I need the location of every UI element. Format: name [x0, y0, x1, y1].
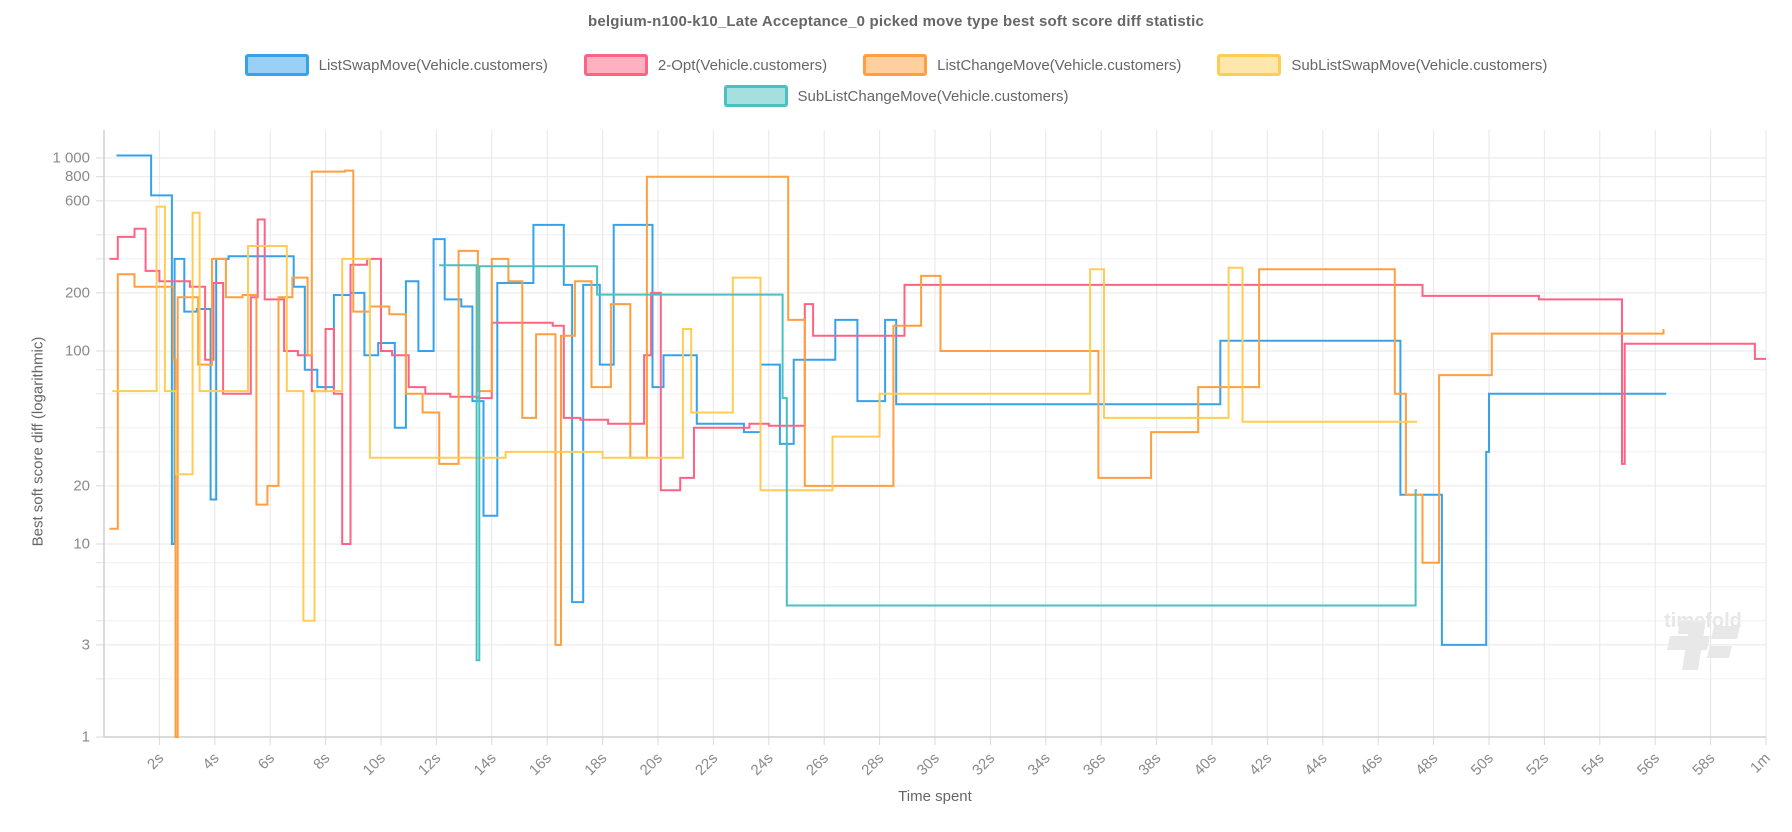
- x-tick-label: 38s: [1135, 750, 1164, 779]
- series-line-listchangemove[interactable]: [109, 169, 1665, 738]
- x-tick-label: 6s: [255, 750, 278, 773]
- x-tick-label: 12s: [415, 750, 444, 779]
- legend-swatch-icon: [244, 54, 309, 76]
- x-axis-title: Time spent: [898, 788, 972, 805]
- x-tick-label: 14s: [471, 750, 500, 779]
- x-tick-label: 56s: [1634, 750, 1663, 779]
- legend-swatch-icon: [583, 54, 648, 76]
- x-tick-label: 4s: [199, 750, 222, 773]
- legend-item-listswapmove[interactable]: ListSwapMove(Vehicle.customers): [244, 54, 548, 76]
- x-tick-label: 8s: [310, 750, 333, 773]
- legend-item-listchangemove[interactable]: ListChangeMove(Vehicle.customers): [863, 54, 1181, 76]
- x-tick-label: 16s: [526, 750, 555, 779]
- series-line-listswapmove[interactable]: [116, 154, 1667, 646]
- legend-label: ListChangeMove(Vehicle.customers): [937, 56, 1182, 74]
- legend-swatch-icon: [723, 85, 788, 107]
- x-tick-label: 52s: [1523, 750, 1552, 779]
- series-line-sublistswapmove[interactable]: [112, 205, 1417, 622]
- y-tick-label: 3: [82, 636, 90, 653]
- legend-item-sublistswapmove[interactable]: SubListSwapMove(Vehicle.customers): [1217, 54, 1547, 76]
- legend-label: SubListSwapMove(Vehicle.customers): [1291, 56, 1548, 74]
- timefold-watermark: timefold: [1648, 608, 1758, 670]
- x-tick-label: 1m: [1747, 750, 1774, 777]
- x-tick-label: 2s: [144, 750, 167, 773]
- x-tick-label: 36s: [1080, 750, 1109, 779]
- x-tick-label: 46s: [1357, 750, 1386, 779]
- y-tick-label: 10: [73, 536, 90, 553]
- x-tick-label: 30s: [914, 750, 943, 779]
- x-tick-label: 10s: [360, 750, 389, 779]
- x-tick-label: 22s: [692, 750, 721, 779]
- x-tick-label: 48s: [1412, 750, 1441, 779]
- x-tick-label: 20s: [637, 750, 666, 779]
- chart-legend-row-1: ListSwapMove(Vehicle.customers) 2-Opt(Veh…: [0, 54, 1792, 76]
- x-tick-label: 42s: [1246, 750, 1275, 779]
- x-tick-label: 26s: [803, 750, 832, 779]
- x-tick-label: 54s: [1579, 750, 1608, 779]
- legend-swatch-icon: [863, 54, 928, 76]
- y-tick-label: 200: [65, 284, 90, 301]
- x-tick-label: 58s: [1689, 750, 1718, 779]
- chart-legend-row-2: SubListChangeMove(Vehicle.customers): [0, 85, 1792, 107]
- chart-title: belgium-n100-k10_Late Acceptance_0 picke…: [587, 13, 1205, 30]
- legend-label: 2-Opt(Vehicle.customers): [657, 56, 828, 74]
- series-line-sublistchangemove[interactable]: [439, 264, 1417, 662]
- x-tick-label: 44s: [1302, 750, 1331, 779]
- x-tick-label: 50s: [1468, 750, 1497, 779]
- x-tick-label: 24s: [748, 750, 777, 779]
- y-axis-title: Best soft score diff (logarithmic): [29, 336, 47, 547]
- x-tick-label: 18s: [581, 750, 610, 779]
- x-tick-label: 32s: [969, 750, 998, 779]
- x-tick-label: 28s: [858, 750, 887, 779]
- y-tick-label: 1 000: [52, 150, 90, 167]
- y-tick-label: 100: [65, 343, 90, 360]
- x-tick-label: 34s: [1025, 750, 1054, 779]
- y-tick-label: 1: [82, 729, 90, 746]
- legend-label: ListSwapMove(Vehicle.customers): [318, 56, 548, 74]
- y-tick-label: 20: [73, 477, 90, 494]
- legend-swatch-icon: [1217, 54, 1282, 76]
- y-tick-label: 600: [65, 192, 90, 209]
- legend-label: SubListChangeMove(Vehicle.customers): [797, 87, 1069, 105]
- x-tick-label: 40s: [1191, 750, 1220, 779]
- series-line-2-opt[interactable]: [109, 218, 1767, 545]
- legend-item-2-opt[interactable]: 2-Opt(Vehicle.customers): [583, 54, 828, 76]
- y-tick-label: 800: [65, 168, 90, 185]
- legend-item-sublistchangemove[interactable]: SubListChangeMove(Vehicle.customers): [723, 85, 1069, 107]
